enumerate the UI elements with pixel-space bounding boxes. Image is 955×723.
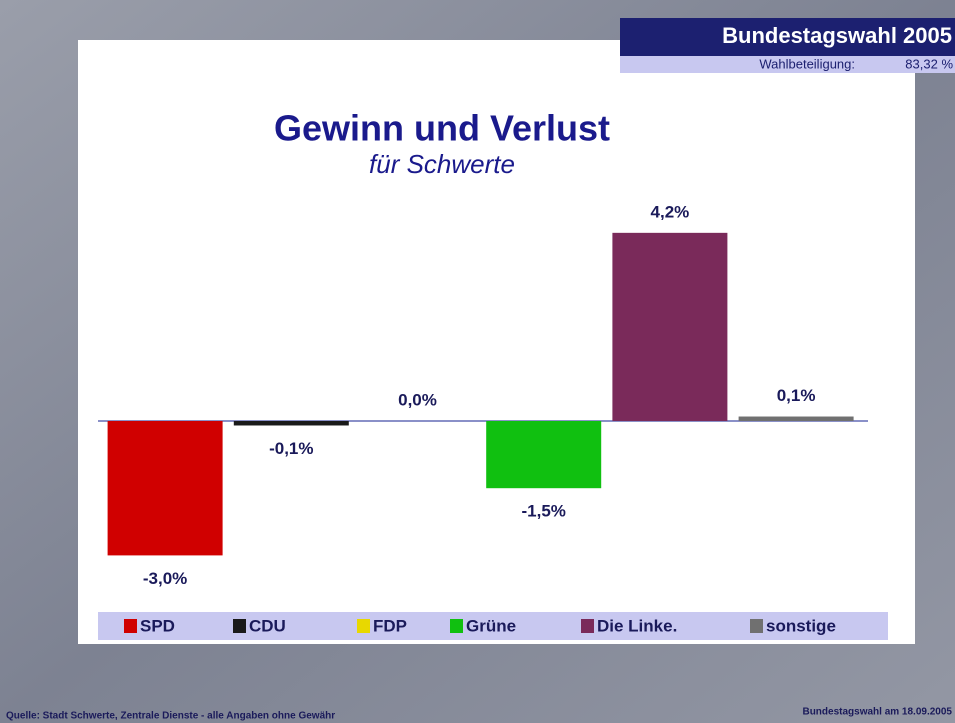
header-title: Bundestagswahl 2005 — [722, 23, 952, 48]
legend-swatch — [233, 619, 246, 633]
bar — [108, 421, 223, 555]
legend-label: sonstige — [766, 616, 836, 635]
legend-label: FDP — [373, 616, 407, 635]
value-label: -0,1% — [269, 439, 313, 458]
legend-swatch — [750, 619, 763, 633]
legend-label: SPD — [140, 616, 175, 635]
value-label: -3,0% — [143, 569, 187, 588]
turnout-label: Wahlbeteiligung: — [759, 56, 855, 71]
bar — [612, 233, 727, 421]
chart-subtitle: für Schwerte — [369, 149, 515, 179]
legend-label: CDU — [249, 616, 286, 635]
legend-swatch — [581, 619, 594, 633]
value-label: -1,5% — [521, 502, 565, 521]
turnout-value: 83,32 % — [905, 56, 953, 71]
legend-swatch — [450, 619, 463, 633]
value-label: 0,1% — [777, 386, 816, 405]
footer-date: Bundestagswahl am 18.09.2005 — [802, 707, 952, 718]
bar — [739, 417, 854, 421]
legend-swatch — [357, 619, 370, 633]
value-label: 0,0% — [398, 390, 437, 409]
page: Bundestagswahl 2005 Wahlbeteiligung: 83,… — [0, 0, 955, 723]
legend-swatch — [124, 619, 137, 633]
value-label: 4,2% — [651, 202, 690, 221]
chart-title: Gewinn und Verlust — [274, 108, 610, 149]
legend-label: Grüne — [466, 616, 516, 635]
bar — [234, 421, 349, 425]
slide: Bundestagswahl 2005 Wahlbeteiligung: 83,… — [0, 0, 955, 723]
footer-source: Quelle: Stadt Schwerte, Zentrale Dienste… — [6, 711, 335, 722]
legend-label: Die Linke. — [597, 616, 677, 635]
bar — [486, 421, 601, 488]
